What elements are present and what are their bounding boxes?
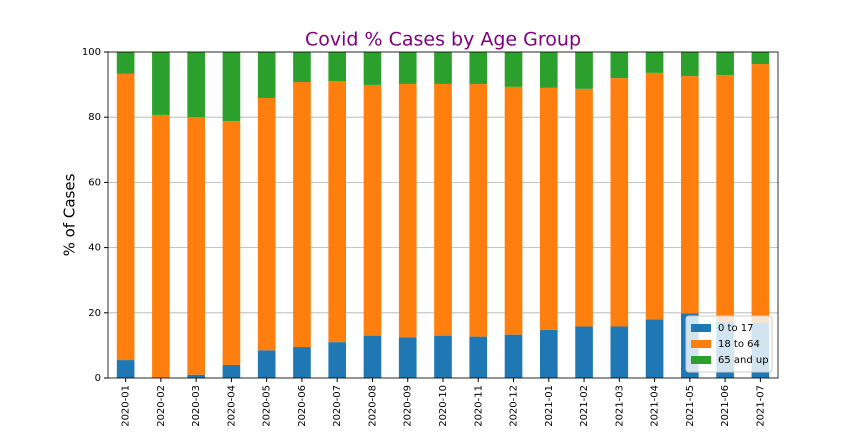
bar-segment [257,350,276,378]
bar-segment [222,52,241,122]
bar-segment [363,52,382,85]
bar-segment [539,87,558,330]
bar-segment [751,52,770,65]
bar-segment [539,52,558,88]
y-tick-label: 0 [95,373,101,384]
bar-segment [398,337,417,378]
bar-segment [681,52,699,77]
bar-segment [363,84,382,336]
bar-segment [363,335,382,378]
x-tick-label: 2020-03 [191,385,202,427]
bar-segment [293,52,311,82]
y-tick-label: 20 [88,308,101,319]
bar-segment [187,52,205,118]
x-tick-label: 2020-05 [262,385,273,427]
bar-segment [222,364,241,378]
bar-segment [152,52,170,115]
bar-segment [645,319,664,378]
bar-segment [398,52,417,84]
bar-segment [187,374,205,378]
bar-segment [575,52,593,89]
bar-segment [504,334,523,378]
bar-segment [469,83,488,337]
bar-segment [398,83,417,338]
bar-segment [116,360,135,378]
legend-label: 65 and up [718,355,769,366]
bar-segment [610,78,629,327]
y-tick-label: 60 [88,177,101,188]
x-tick-label: 2021-06 [720,385,731,427]
bar-segment [293,81,311,348]
bar-segment [610,52,629,79]
x-tick-label: 2020-12 [509,385,520,427]
x-axis-label: Month [419,431,466,432]
bar-segment [187,117,205,375]
bar-segment [575,326,593,378]
bar-segment [434,83,452,336]
bar-segment [539,329,558,378]
bar-segment [152,114,170,378]
bar-segment [645,72,664,320]
x-tick-label: 2021-05 [685,385,696,427]
x-tick-label: 2021-02 [579,385,590,427]
bar-segment [575,88,593,327]
plot-frame [107,51,779,379]
x-tick-label: 2020-08 [367,385,378,427]
bar-segment [645,52,664,73]
bar-segment [434,335,452,378]
legend-swatch [691,356,711,364]
x-tick-label: 2020-07 [332,385,343,427]
bar-segment [328,52,347,82]
legend-label: 18 to 64 [718,339,760,350]
x-tick-label: 2020-02 [156,385,167,427]
x-tick-label: 2021-07 [755,385,766,427]
bar-segment [469,52,488,84]
chart-title: Covid % Cases by Age Group [305,29,581,51]
bar-segment [257,97,276,351]
x-tick-label: 2020-06 [297,385,308,427]
x-tick-label: 2020-04 [226,385,237,427]
x-tick-label: 2021-01 [544,385,555,427]
x-tick-label: 2021-04 [650,385,661,427]
x-tick-label: 2020-01 [121,385,132,427]
bar-segment [469,336,488,378]
bar-segment [681,76,699,314]
bar-segment [504,86,523,335]
bar-segment [116,52,135,74]
bar-segment [116,73,135,361]
x-tick-label: 2020-09 [403,385,414,427]
bar-segment [293,347,311,378]
x-tick-label: 2020-10 [438,385,449,427]
y-tick-label: 100 [82,47,101,58]
bar-segment [504,52,523,87]
bar-segment [328,81,347,343]
bar-segment [610,326,629,378]
legend-swatch [691,340,711,348]
legend-swatch [691,324,711,332]
bar-segment [328,342,347,378]
bar-segment [716,75,734,322]
bar-segment [751,64,770,323]
y-tick-label: 80 [88,112,101,123]
x-tick-label: 2020-11 [473,385,484,427]
bar-segment [257,52,276,98]
bar-segment [434,52,452,84]
bar-segment [716,52,734,76]
y-tick-label: 40 [88,243,101,254]
bar-segment [222,121,241,365]
legend-label: 0 to 17 [718,323,753,334]
x-tick-label: 2021-03 [614,385,625,427]
y-axis-label: % of Cases [61,173,79,256]
